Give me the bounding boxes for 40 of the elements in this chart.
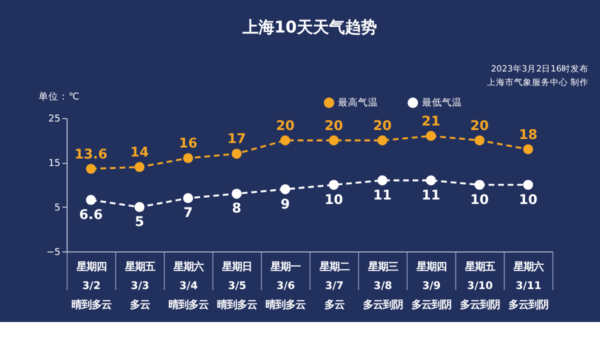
data-label: 16 [178, 136, 198, 152]
y-tick-label: 15 [48, 158, 60, 169]
text: 2023年3月2日16时发布 [490, 63, 589, 74]
legend-label: 最低气温 [422, 96, 462, 109]
data-label: 7 [183, 206, 193, 222]
data-label: 9 [280, 197, 290, 212]
x-tick-label: 星期四 3/9 多云到阴 [411, 261, 452, 312]
data-label: 8 [232, 202, 242, 217]
x-tick-label: 星期六 3/11 多云到阴 [508, 261, 549, 312]
data-label: 6.6 [79, 208, 103, 223]
data-label: 20 [324, 118, 344, 134]
x-tick-label: 星期五 3/3 多云 [124, 261, 155, 312]
data-label: 20 [373, 118, 392, 134]
x-tick-label: 星期六 3/4 晴到多云 [168, 261, 209, 312]
data-label: 14 [130, 146, 149, 161]
x-tick-label: 星期二 3/7 多云 [318, 261, 350, 312]
legend-label: 最高气温 [338, 96, 378, 109]
x-tick-label: 星期日 3/5 晴到多云 [217, 261, 258, 312]
data-label: 20 [470, 118, 489, 134]
data-label: 10 [470, 192, 489, 208]
data-label: 11 [422, 188, 440, 204]
data-label: 17 [227, 132, 246, 148]
y-axis-title: 单位：℃ [38, 90, 80, 103]
x-tick-label: 星期一 3/6 晴到多云 [266, 261, 306, 312]
data-label: 11 [373, 188, 392, 204]
data-label: 21 [422, 114, 440, 130]
data-label: 10 [518, 192, 538, 208]
data-label: 18 [518, 128, 538, 143]
data-label: 10 [324, 192, 344, 208]
y-tick-label: 5 [54, 202, 60, 214]
chart-title: 上海10天天气趋势 [241, 17, 377, 36]
x-tick-label: 星期四 3/2 晴到多云 [71, 261, 112, 312]
text: 上海市气象服务中心 制作 [486, 76, 589, 88]
x-tick-label: 星期三 3/8 多云到阴 [362, 261, 403, 312]
data-label: 20 [276, 118, 295, 134]
y-tick-label: 25 [48, 113, 60, 124]
data-label: 5 [134, 215, 144, 230]
x-tick-label: 星期五 3/10 多云到阴 [460, 261, 500, 312]
y-tick-label: −5 [46, 246, 60, 258]
data-label: 13.6 [74, 147, 108, 162]
